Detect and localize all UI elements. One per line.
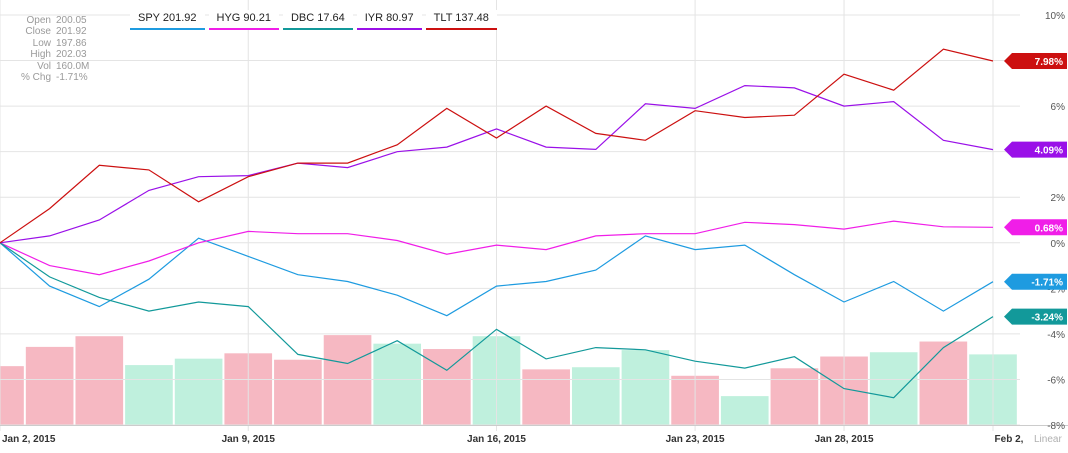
ohlc-label: Vol xyxy=(37,60,51,72)
volume-bar xyxy=(373,343,422,425)
legend-item-hyg[interactable]: HYG 90.21 xyxy=(208,10,279,30)
volume-bar xyxy=(869,352,918,425)
x-tick-label: Jan 28, 2015 xyxy=(815,434,874,445)
x-tick-label: Jan 23, 2015 xyxy=(666,434,725,445)
ohlc-value: -1.71% xyxy=(56,72,88,84)
end-tag-label: 7.98% xyxy=(1035,57,1063,68)
end-tag-hyg: 0.68% xyxy=(1004,219,1067,236)
y-tick-label: 6% xyxy=(1051,102,1066,113)
legend-item-spy[interactable]: SPY 201.92 xyxy=(130,10,205,30)
ohlc-label: Close xyxy=(25,26,51,38)
series-line-spy xyxy=(0,235,994,317)
y-tick-label: -2% xyxy=(1047,284,1065,295)
legend: SPY 201.92 HYG 90.21 DBC 17.64 IYR 80.97 TLT… xyxy=(130,10,497,30)
end-tag-label: -3.24% xyxy=(1031,313,1063,324)
y-tick-label: -4% xyxy=(1047,330,1065,341)
end-tag-spy: -1.71% xyxy=(1004,273,1067,290)
ohlc-value: 200.05 xyxy=(56,15,87,26)
end-tag-label: -1.71% xyxy=(1031,278,1063,289)
ohlc-row: Vol 160.0M xyxy=(4,61,89,72)
volume-bar xyxy=(423,349,471,425)
end-tag-shape xyxy=(1004,308,1067,325)
x-tick-label: Jan 9, 2015 xyxy=(222,434,276,445)
legend-item-tlt[interactable]: TLT 137.48 xyxy=(425,10,497,30)
y-tick-label: -8% xyxy=(1047,421,1065,432)
volume-bar xyxy=(919,341,968,425)
ohlc-row: Open 200.05 xyxy=(4,15,89,26)
ohlc-label: Open xyxy=(26,15,51,26)
series-line-iyr xyxy=(0,84,994,244)
x-tick-label: Jan 16, 2015 xyxy=(467,434,526,445)
volume-bar xyxy=(174,358,223,425)
ohlc-row: Low 197.86 xyxy=(4,38,89,49)
ohlc-label: Low xyxy=(32,37,51,49)
ohlc-label: High xyxy=(30,49,51,61)
series-line-hyg xyxy=(0,220,994,276)
end-tag-shape xyxy=(1004,219,1067,236)
volume-bar xyxy=(0,366,24,425)
y-tick-label: 0% xyxy=(1051,239,1066,250)
volume-bar xyxy=(274,359,322,425)
y-tick-label: -6% xyxy=(1047,375,1065,386)
ohlc-label: % Chg xyxy=(20,72,51,84)
x-tick-label: Feb 2, xyxy=(995,434,1024,445)
ohlc-readout: Open 200.05 Close 201.92 Low 197.86 High 202.03… xyxy=(4,15,89,83)
legend-item-dbc[interactable]: DBC 17.64 xyxy=(282,10,353,30)
end-tag-label: 4.09% xyxy=(1035,146,1063,157)
series-line-tlt xyxy=(0,48,994,244)
volume-bar xyxy=(323,335,372,425)
y-tick-label: 2% xyxy=(1051,193,1066,204)
ohlc-value: 197.86 xyxy=(56,37,87,49)
ohlc-value: 202.03 xyxy=(56,49,87,61)
ohlc-row: % Chg -1.71% xyxy=(4,72,89,83)
ohlc-row: Close 201.92 xyxy=(4,26,89,37)
end-tag-shape xyxy=(1004,141,1067,158)
series-line-dbc xyxy=(0,242,994,399)
end-tag-dbc: -3.24% xyxy=(1004,308,1067,325)
end-tag-shape xyxy=(1004,273,1067,290)
end-tag-iyr: 4.09% xyxy=(1004,141,1067,158)
ohlc-row: High 202.03 xyxy=(4,49,89,60)
x-tick-label: Jan 2, 2015 xyxy=(2,434,56,445)
volume-bar xyxy=(770,368,819,425)
volume-bar xyxy=(621,350,670,425)
scale-mode-label[interactable]: Linear xyxy=(1034,434,1062,445)
x-axis: Jan 2, 2015 Jan 9, 2015 Jan 16, 2015 Jan 23… xyxy=(2,434,1062,445)
series-lines xyxy=(0,48,994,399)
volume-bar xyxy=(75,336,124,425)
volume-bars xyxy=(0,335,1017,425)
volume-bar xyxy=(125,365,173,425)
end-tag-shape xyxy=(1004,53,1067,70)
volume-bar xyxy=(720,396,769,425)
volume-bar xyxy=(571,367,620,425)
ohlc-value: 160.0M xyxy=(56,60,90,72)
end-value-tags: -1.71% 0.68% -3.24% 4.09% 7.98% xyxy=(1004,53,1067,325)
end-tag-label: 0.68% xyxy=(1035,223,1063,234)
ohlc-value: 201.92 xyxy=(56,26,87,38)
y-tick-label: 10% xyxy=(1045,11,1065,22)
legend-item-iyr[interactable]: IYR 80.97 xyxy=(356,10,422,30)
volume-bar xyxy=(25,346,74,425)
volume-bar xyxy=(522,369,570,425)
end-tag-tlt: 7.98% xyxy=(1004,53,1067,70)
